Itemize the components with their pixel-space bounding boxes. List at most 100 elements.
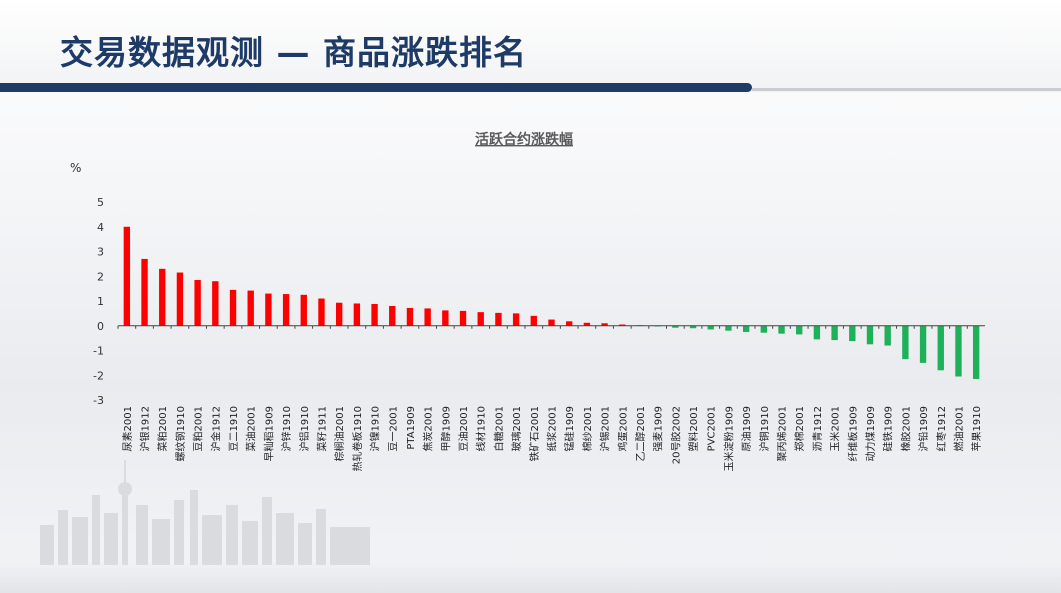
y-tick-label: 0	[97, 320, 104, 333]
x-tick-label: 焦炭2001	[422, 406, 435, 451]
bar	[424, 308, 431, 326]
bar	[884, 325, 891, 346]
x-tick-label: 菜籽1911	[316, 406, 328, 451]
bar	[141, 258, 148, 326]
page-title: 交易数据观测 — 商品涨跌排名	[60, 33, 527, 72]
bar	[318, 298, 325, 326]
x-tick-label: 甲醇1909	[439, 406, 452, 451]
bar	[601, 323, 608, 326]
bar	[176, 272, 184, 326]
y-tick-label: 4	[97, 221, 104, 234]
y-tick-label: -1	[93, 345, 104, 358]
x-tick-label: 沪铅1909	[917, 406, 930, 451]
bar	[902, 325, 909, 360]
x-tick-label: 纤维板1909	[846, 406, 859, 461]
bar	[282, 294, 290, 326]
x-tick-label: 玉米2001	[829, 406, 842, 451]
bar-series	[123, 226, 980, 379]
header-band: 交易数据观测 — 商品涨跌排名	[0, 0, 1061, 92]
bar	[972, 325, 980, 379]
x-tick-label: 燃油2001	[952, 406, 965, 451]
x-tick-label: 棕榈油2001	[333, 406, 346, 461]
bar	[548, 319, 555, 326]
bar	[512, 313, 520, 326]
bar	[813, 325, 821, 340]
x-tick-label: 强麦1909	[653, 406, 665, 451]
bar	[672, 325, 679, 328]
bar	[442, 310, 449, 326]
bar	[955, 325, 962, 377]
x-tick-label: 豆二1910	[228, 406, 240, 451]
bar	[495, 312, 502, 326]
bar	[796, 325, 803, 335]
x-tick-label: 豆油2001	[457, 406, 470, 451]
x-tick-label: 沪锡2001	[599, 406, 612, 451]
bar	[159, 268, 166, 326]
y-tick-label: 5	[97, 196, 104, 209]
bar	[229, 289, 237, 326]
x-tick-label: 硅铁1909	[882, 406, 895, 451]
bar	[477, 312, 484, 326]
bar	[583, 322, 591, 326]
x-tick-label: 沥青1912	[811, 406, 824, 451]
bar	[742, 325, 750, 332]
x-tick-label: 沪银1912	[139, 406, 152, 451]
x-tick-label: 线材1910	[475, 406, 488, 451]
bar	[353, 303, 361, 326]
x-tick-label: 纸浆2001	[546, 406, 559, 451]
x-tick-label: 原油1909	[740, 406, 753, 451]
footer-band	[0, 560, 1061, 593]
y-tick-label: -3	[93, 394, 104, 407]
x-tick-label: 沪铝1910	[298, 406, 311, 451]
x-tick-label: 沪金1912	[209, 406, 222, 451]
x-tick-label: 鸡蛋2001	[616, 406, 629, 451]
x-tick-label: 螺纹钢1910	[174, 406, 187, 461]
bar	[778, 325, 785, 334]
x-tick-label: 热轧卷板1910	[351, 406, 364, 471]
chart-title: 活跃合约涨跌幅	[475, 131, 573, 148]
bar	[831, 325, 838, 341]
bar	[566, 321, 573, 326]
x-axis-labels: 尿素2001 沪银1912 菜粕2001 螺纹钢1910 豆粕2001 沪金1912 豆二1…	[117, 325, 983, 471]
city-skyline-watermark	[40, 460, 370, 565]
x-tick-label: 苹果1910	[970, 406, 983, 451]
x-tick-label: 塑料2001	[687, 406, 700, 451]
bar	[849, 325, 856, 342]
bar	[919, 325, 927, 363]
x-tick-label: 锰硅1909	[563, 406, 576, 451]
x-tick-label: 棉纱2001	[581, 406, 594, 451]
bar	[265, 293, 272, 326]
x-tick-label: 早籼稻1909	[262, 406, 275, 461]
x-tick-label: 红枣1912	[935, 406, 948, 451]
title-underline	[0, 83, 752, 92]
bar	[247, 290, 254, 326]
x-tick-label: 20号胶2002	[669, 406, 682, 464]
bar	[937, 325, 944, 371]
x-tick-label: 乙二醇2001	[634, 406, 647, 461]
bar	[406, 307, 414, 326]
x-tick-label: PVC2001	[707, 406, 718, 451]
bar	[300, 294, 307, 326]
x-tick-label: 沪锌1910	[280, 406, 293, 451]
x-tick-label: 沪铜1910	[758, 406, 771, 451]
bar	[371, 303, 378, 326]
x-tick-label: 菜油2001	[245, 406, 258, 451]
bar	[725, 325, 732, 331]
x-tick-label: 动力煤1909	[864, 406, 877, 461]
bar	[619, 324, 626, 326]
y-tick-label: -2	[93, 369, 104, 382]
bar	[866, 325, 874, 345]
y-tick-label: 3	[97, 246, 104, 259]
y-tick-label: 1	[97, 295, 104, 308]
bar	[212, 281, 219, 326]
bar	[389, 305, 396, 326]
x-tick-label: 铁矿石2001	[528, 406, 541, 461]
x-tick-label: 玉米淀粉1909	[722, 406, 735, 471]
x-tick-label: PTA1909	[406, 406, 417, 450]
bar	[335, 302, 343, 326]
bar	[194, 279, 201, 326]
x-tick-label: 菜粕2001	[156, 406, 169, 451]
bar	[459, 310, 467, 326]
bar	[123, 226, 131, 326]
